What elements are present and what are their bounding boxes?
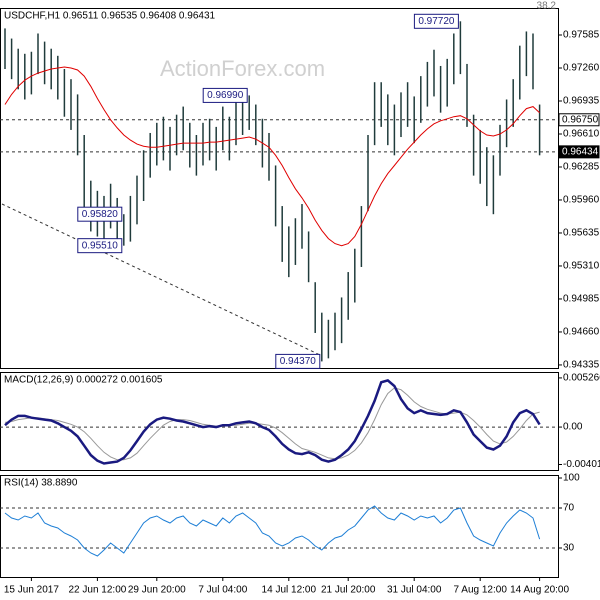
level-label: 0.96434 — [562, 146, 599, 157]
x-tick-label: 14 Aug 20:00 — [510, 585, 569, 596]
y-tick-label: 0.00 — [563, 422, 583, 433]
watermark: ActionForex.com — [160, 56, 325, 81]
y-tick-label: 70 — [563, 503, 575, 514]
annotation-box — [77, 206, 123, 222]
level-label: 0.96750 — [562, 114, 599, 125]
level-box — [558, 145, 600, 159]
x-tick-label: 22 Jun 12:00 — [68, 585, 126, 596]
y-tick-label: 0.96285 — [563, 162, 600, 173]
moving-average — [4, 66, 540, 247]
macd-line — [4, 379, 541, 465]
annotation-label: 0.96990 — [207, 90, 244, 101]
y-tick-label: 0.94985 — [563, 294, 600, 305]
annotation-label: 0.95510 — [82, 240, 119, 251]
x-tick-label: 21 Jul 20:00 — [321, 585, 376, 596]
y-tick-label: 0.005266 — [563, 373, 600, 384]
y-tick-label: 0.95310 — [563, 261, 600, 272]
y-tick-label: 0.97260 — [563, 63, 600, 74]
panel-frame — [0, 475, 559, 578]
y-tick-label: 0.94335 — [563, 360, 600, 371]
annotation-box — [77, 238, 123, 254]
x-tick-label: 14 Jul 12:00 — [262, 585, 317, 596]
annotation-label: 0.95820 — [82, 209, 119, 220]
x-tick-label: 7 Aug 12:00 — [454, 585, 508, 596]
annotation-box — [202, 87, 248, 103]
y-tick-label: 0.95635 — [563, 228, 600, 239]
annotation-label: 0.97720 — [418, 16, 455, 27]
panel-title: MACD(12,26,9) 0.000272 0.001605 — [4, 375, 163, 386]
annotation-label: 0.94370 — [280, 356, 317, 367]
x-tick-label: 15 Jun 2017 — [4, 585, 59, 596]
annotation-box — [275, 353, 321, 369]
panel-frame — [0, 372, 559, 471]
level-box — [558, 113, 600, 127]
y-tick-label: 30 — [563, 543, 575, 554]
corner-label: 38.2 — [537, 1, 557, 12]
rsi-line — [4, 505, 541, 557]
trend-line — [1, 203, 321, 356]
x-tick-label: 31 Jul 04:00 — [387, 585, 442, 596]
panel-title: USDCHF,H1 0.96511 0.96535 0.96408 0.9643… — [4, 11, 216, 22]
y-tick-label: 100 — [563, 473, 580, 484]
y-tick-label: 0.96935 — [563, 96, 600, 107]
x-tick-label: 7 Jul 04:00 — [198, 585, 247, 596]
y-tick-label: 0.94660 — [563, 327, 600, 338]
y-tick-label: 0.95960 — [563, 195, 600, 206]
y-tick-label: 0.96610 — [563, 129, 600, 140]
y-tick-label: 0.97585 — [563, 30, 600, 41]
y-tick-label: -0.004011 — [563, 459, 600, 470]
annotation-box — [413, 13, 459, 29]
x-tick-label: 29 Jun 20:00 — [128, 585, 186, 596]
panel-title: RSI(14) 38.8890 — [4, 478, 78, 489]
